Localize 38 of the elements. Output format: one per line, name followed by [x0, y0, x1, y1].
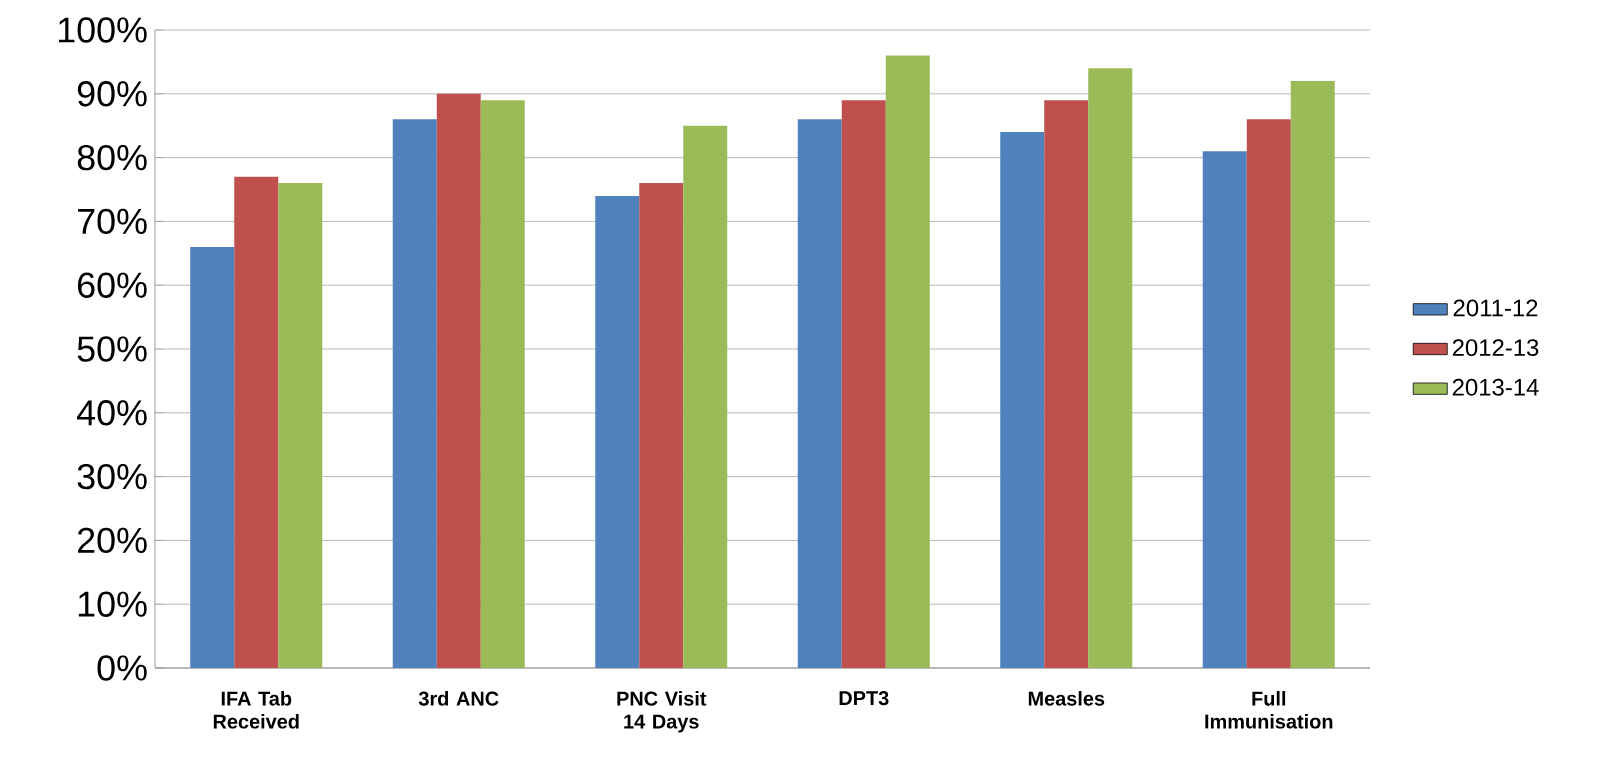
- y-tick-label: 70%: [78, 208, 147, 235]
- y-tick-label: 90%: [77, 81, 147, 107]
- x-tick-label: Measles: [1028, 691, 1105, 706]
- bar: [841, 100, 886, 668]
- x-tick-label: 3rd ANC: [418, 691, 499, 706]
- legend-label: 2012-13: [1452, 339, 1539, 357]
- bar: [278, 183, 323, 668]
- bar: [234, 176, 279, 668]
- y-tick-label: 0%: [97, 655, 147, 681]
- bar: [797, 119, 842, 668]
- bar: [885, 55, 930, 668]
- y-tick-label: 50%: [77, 336, 147, 362]
- bar: [1290, 81, 1335, 668]
- bar: [1044, 100, 1089, 668]
- bar: [436, 93, 481, 668]
- bar: [1088, 68, 1133, 668]
- y-tick-label: 20%: [77, 527, 147, 554]
- bar: [392, 119, 437, 668]
- bar: [1246, 119, 1291, 668]
- bar: [595, 195, 640, 668]
- bar: [1000, 132, 1045, 668]
- bar: [190, 246, 235, 668]
- legend-label: 2011-12: [1453, 299, 1538, 317]
- y-tick-label: 60%: [77, 272, 147, 298]
- bar: [683, 125, 728, 668]
- legend-label: 2013-14: [1452, 378, 1539, 396]
- y-tick-label: 40%: [76, 400, 147, 426]
- x-tick-label: PNC Visit 14 Days: [617, 691, 707, 733]
- y-tick-label: 80%: [77, 144, 147, 171]
- y-tick-label: 30%: [77, 463, 147, 490]
- y-tick-label: 100%: [58, 17, 147, 43]
- bar: [480, 100, 525, 668]
- x-tick-label: Full Immunisation: [1205, 691, 1333, 729]
- x-tick-label: DPT3: [839, 691, 889, 706]
- bar: [1202, 151, 1247, 668]
- x-tick-label: IFA Tab Received: [213, 691, 299, 729]
- bar: [639, 183, 684, 668]
- y-tick-label: 10%: [78, 591, 147, 617]
